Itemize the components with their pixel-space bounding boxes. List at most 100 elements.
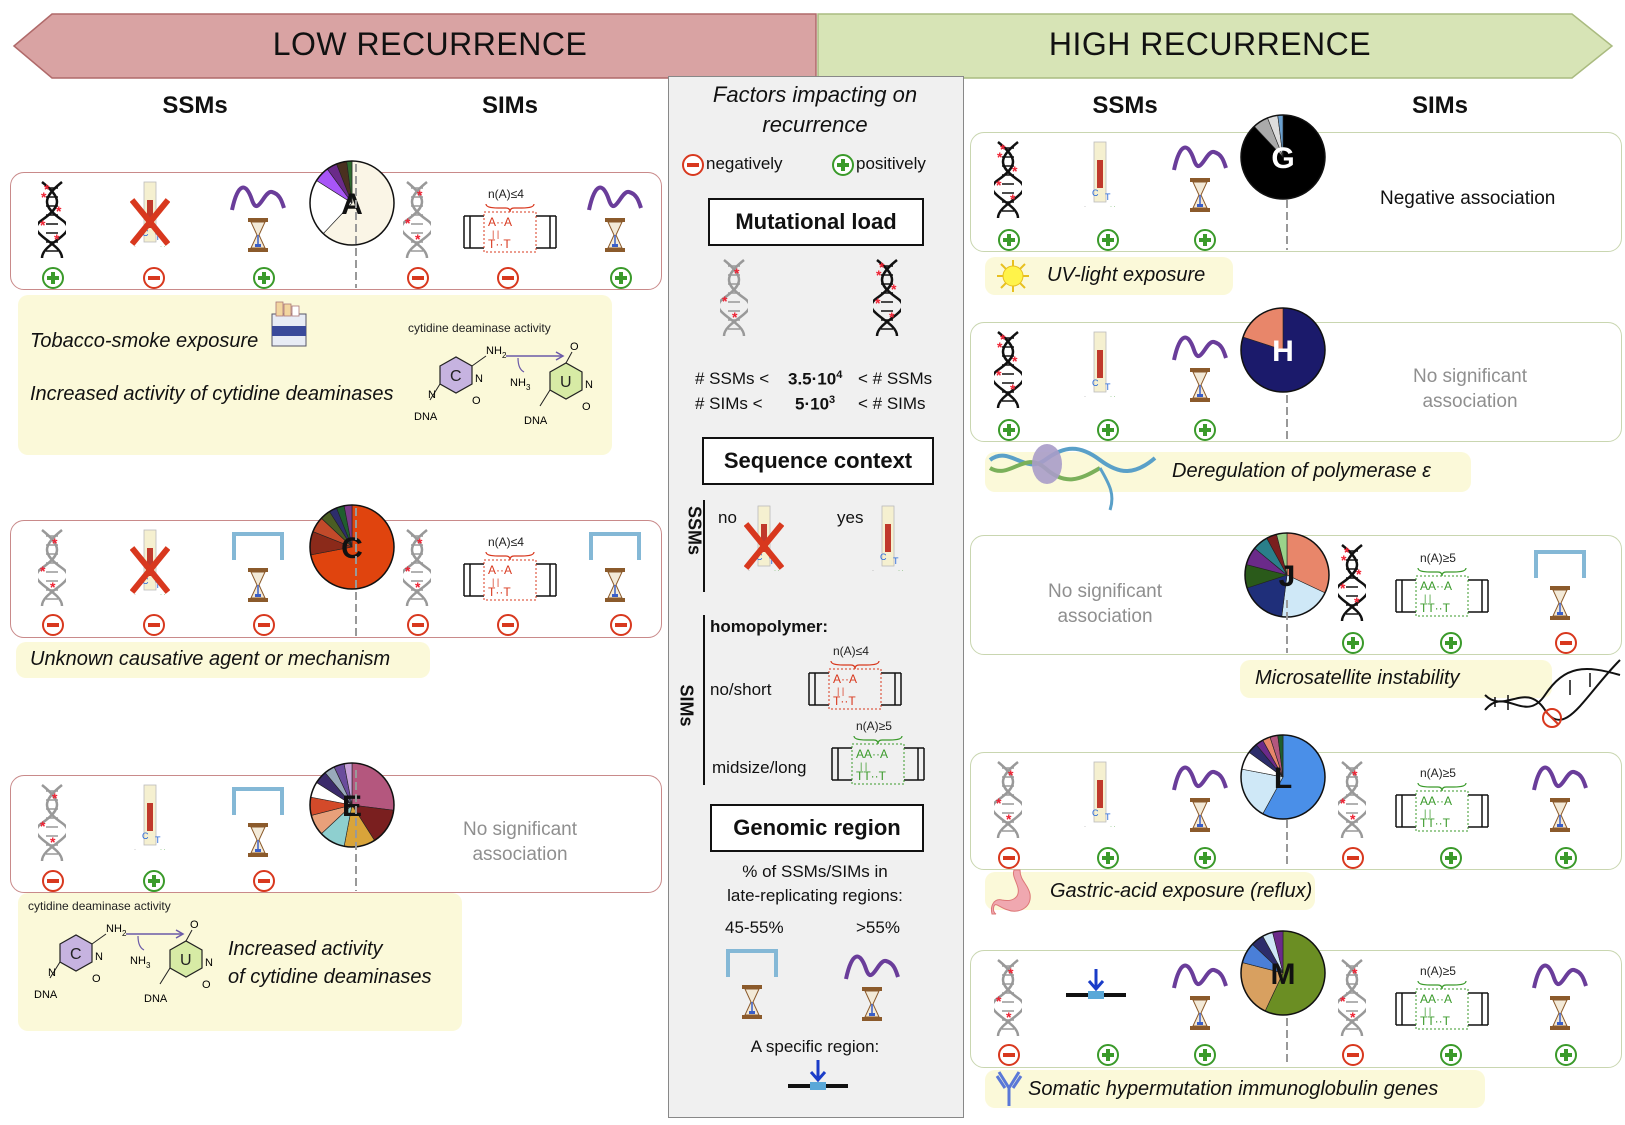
svg-text:T: T [155, 232, 161, 242]
signature-a-note [18, 295, 612, 455]
mutational-load-box: Mutational load [708, 198, 924, 246]
long-homopolymer-icon: n(A)≥5 AA··A TT··T | | [828, 718, 928, 793]
svg-text:AA··A: AA··A [856, 747, 888, 761]
svg-text:n(A)≤4: n(A)≤4 [488, 535, 524, 549]
svg-text:3: 3 [526, 383, 531, 392]
e-bracket-icon [228, 785, 288, 870]
svg-text:*: * [405, 563, 411, 579]
c-bracket-icon [228, 530, 288, 615]
svg-text:*: * [1012, 353, 1018, 369]
g-dna-icon: * * * * * [991, 140, 1025, 225]
svg-text:*: * [1008, 767, 1014, 783]
a-cytidine-deaminase-diagram: cytidine deaminase activity C N O NH 2 DNA N NH 3… [400, 320, 600, 445]
ml-sims-right: < # SIMs [858, 394, 926, 413]
svg-text:cytidine deaminase activity: cytidine deaminase activity [408, 321, 551, 335]
seq-sims-bar [703, 615, 705, 785]
svg-text:·: · [134, 592, 136, 598]
l-sims-region-plus-icon [1553, 845, 1579, 876]
svg-text:*: * [1344, 544, 1350, 560]
signature-c-note [16, 642, 430, 678]
signature-g-letter: G [1271, 142, 1294, 175]
ml-sims-left: # SIMs < [695, 394, 763, 413]
l-divider [1286, 820, 1288, 868]
g-ssms-region-plus-icon [1192, 227, 1218, 258]
range-gt55: >55% [856, 918, 900, 937]
svg-text:O: O [472, 395, 481, 407]
svg-text:· ·: · · [1110, 204, 1116, 210]
svg-text:*: * [1356, 566, 1362, 582]
signature-m-note [985, 1070, 1485, 1108]
svg-text:| |: | | [492, 577, 499, 587]
e-ssms-dna-minus-icon [40, 868, 66, 899]
svg-text:*: * [1340, 795, 1346, 811]
signature-h-letter: H [1272, 335, 1294, 368]
no-short-label: no/short [710, 680, 772, 699]
seq-no-label: no [718, 508, 737, 527]
l-sims-dna-minus-icon [1340, 845, 1366, 876]
gastric-acid-label: Gastric-acid exposure (reflux) [1050, 880, 1313, 902]
j-sims-region-minus-icon [1553, 630, 1579, 661]
l-sims-dna-icon: * * * [1335, 760, 1369, 845]
svg-text:*: * [50, 579, 56, 595]
svg-text:NH: NH [130, 955, 146, 967]
signature-j-pie: J [1242, 530, 1334, 627]
svg-text:*: * [1340, 580, 1346, 596]
svg-text:C: C [70, 946, 82, 963]
svg-text:O: O [582, 401, 591, 413]
svg-text:TT··T: TT··T [856, 769, 887, 783]
a-ssms-dna-plus-icon [40, 265, 66, 296]
a-ssms-region-plus-icon [251, 265, 277, 296]
g-divider [1286, 200, 1288, 250]
svg-text:·: · [134, 244, 136, 250]
svg-text:*: * [997, 339, 1003, 355]
factors-box [668, 76, 964, 1118]
l-ssms-logo-plus-icon [1095, 845, 1121, 876]
svg-text:N: N [205, 957, 213, 969]
svg-text:· ·: · · [160, 244, 166, 250]
svg-text:n(A)≥5: n(A)≥5 [1420, 964, 1456, 978]
j-sims-hp-plus-icon [1438, 630, 1464, 661]
specific-region-label: A specific region: [750, 1037, 880, 1056]
high-ssms-heading: SSMs [1092, 92, 1158, 119]
high-recurrence-title: HIGH RECURRENCE [1048, 26, 1372, 62]
svg-text:C: C [1092, 378, 1099, 388]
svg-text:*: * [1010, 381, 1016, 397]
cytidine-deaminase-label-e2: of cytidine deaminases [228, 966, 432, 988]
g-wave-icon [1170, 138, 1230, 223]
a-logo-crossed-icon: C T · · · [129, 178, 171, 263]
svg-text:*: * [876, 267, 882, 283]
svg-text:T··T: T··T [488, 585, 511, 599]
svg-text:N: N [48, 967, 56, 979]
svg-text:*: * [405, 215, 411, 231]
svg-text:*: * [40, 818, 46, 834]
j-sims-homopolymer-icon: n(A)≥5 AA··A TT··T | | [1392, 550, 1492, 625]
svg-text:T: T [769, 556, 775, 566]
polymerase-label: Deregulation of polymerase ε [1172, 460, 1431, 482]
svg-text:C: C [880, 552, 887, 562]
svg-text:*: * [1012, 163, 1018, 179]
stomach-icon [991, 869, 1031, 915]
svg-text:*: * [1000, 141, 1006, 157]
svg-text:· ·: · · [898, 568, 904, 574]
sequence-logo-icon: C T · · · [868, 502, 908, 587]
svg-text:N: N [95, 951, 103, 963]
signature-g-pie: G [1238, 112, 1330, 209]
signature-c-letter: C [341, 532, 363, 565]
svg-text:T: T [893, 556, 899, 566]
l-sims-wave-icon [1530, 758, 1590, 843]
signature-e-sims-nosig: No significant association [462, 819, 578, 865]
svg-text:NH: NH [510, 377, 526, 389]
sun-icon [997, 260, 1029, 292]
m-wave-icon [1170, 956, 1230, 1041]
svg-text:N: N [428, 389, 436, 401]
m-ssms-dna-minus-icon [996, 1042, 1022, 1073]
l-sims-homopolymer-icon: n(A)≥5 AA··A TT··T | | [1392, 765, 1492, 840]
h-divider [1286, 395, 1288, 440]
svg-text:DNA: DNA [524, 415, 548, 427]
signature-m-letter: M [1271, 958, 1296, 991]
m-sims-dna-minus-icon [1340, 1042, 1366, 1073]
svg-text:*: * [734, 265, 740, 281]
seq-ssms-label: SSMs [684, 505, 705, 556]
h-ssms-region-plus-icon [1192, 417, 1218, 448]
sequence-context-box: Sequence context [702, 437, 934, 485]
